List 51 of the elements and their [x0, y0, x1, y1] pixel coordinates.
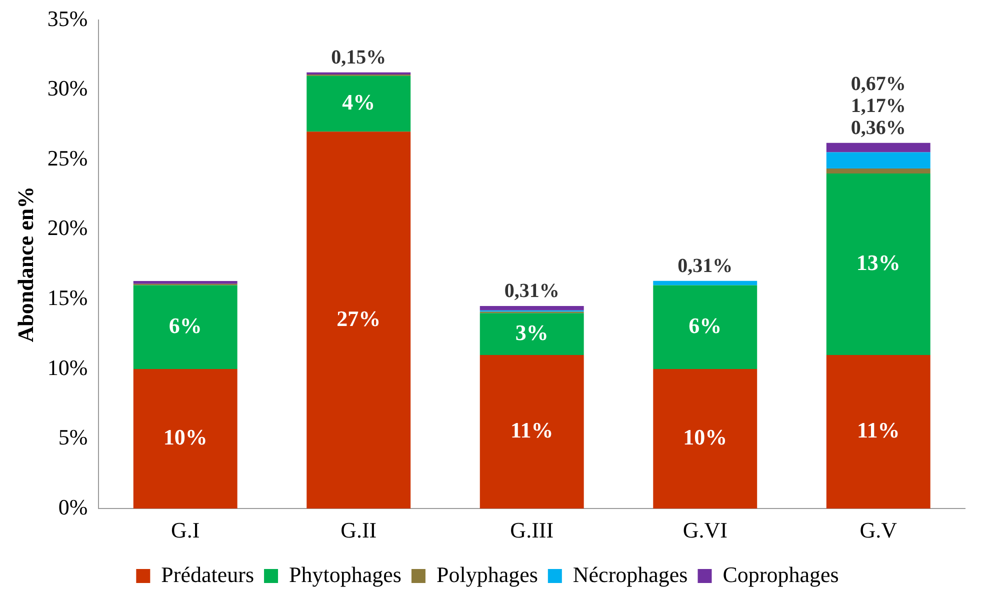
- legend-label: Coprophages: [722, 562, 839, 587]
- data-label: 1,17%: [850, 95, 906, 118]
- data-label: 0,31%: [504, 280, 560, 302]
- x-tick-label: G.III: [510, 518, 554, 543]
- y-tick-label: 0%: [58, 494, 88, 520]
- bar: [826, 142, 930, 152]
- data-label: 0,36%: [850, 117, 906, 140]
- bar: [826, 152, 930, 169]
- data-label: 10%: [163, 424, 208, 450]
- legend-label: Polyphages: [436, 562, 538, 587]
- data-label: 0,15%: [331, 46, 386, 69]
- data-label: 0,67%: [850, 73, 906, 96]
- bar: [480, 313, 584, 356]
- bar: [480, 355, 584, 509]
- y-tick-label: 20%: [47, 215, 88, 240]
- data-label: 27%: [336, 306, 381, 331]
- bar: [480, 306, 584, 310]
- data-label: 10%: [683, 424, 728, 450]
- x-tick-label: G.VI: [682, 518, 728, 543]
- bar: [133, 369, 238, 509]
- bar: [826, 355, 930, 509]
- y-tick-label: 10%: [47, 354, 88, 380]
- x-tick-label: G.I: [170, 518, 200, 543]
- data-label: 11%: [856, 418, 900, 443]
- legend-label: Nécrophages: [572, 562, 688, 587]
- bar: [133, 281, 238, 284]
- data-label: 11%: [510, 418, 554, 443]
- data-label: 4%: [342, 89, 376, 114]
- data-label: 3%: [515, 320, 548, 345]
- y-axis-title: Abondance en%: [12, 186, 38, 342]
- bar: [826, 168, 930, 174]
- data-label: 6%: [688, 312, 722, 338]
- legend-label: Prédateurs: [161, 562, 254, 587]
- data-label: 0,31%: [678, 255, 733, 278]
- y-tick-label: 5%: [58, 424, 88, 450]
- y-tick-label: 25%: [47, 145, 88, 170]
- legend-label: Phytophages: [289, 562, 402, 587]
- x-tick-label: G.II: [340, 518, 377, 543]
- x-tick-label: G.V: [860, 518, 898, 543]
- y-tick-label: 30%: [47, 76, 88, 101]
- y-tick-label: 15%: [47, 284, 88, 310]
- bar: [653, 280, 758, 286]
- bar: [133, 285, 238, 369]
- bar: [653, 285, 758, 369]
- y-tick-label: 35%: [47, 6, 88, 31]
- data-label: 6%: [168, 312, 202, 338]
- bar: [826, 174, 930, 356]
- bar: [306, 132, 411, 509]
- data-label: 13%: [856, 250, 900, 275]
- bar: [653, 369, 758, 509]
- bar: [306, 76, 411, 132]
